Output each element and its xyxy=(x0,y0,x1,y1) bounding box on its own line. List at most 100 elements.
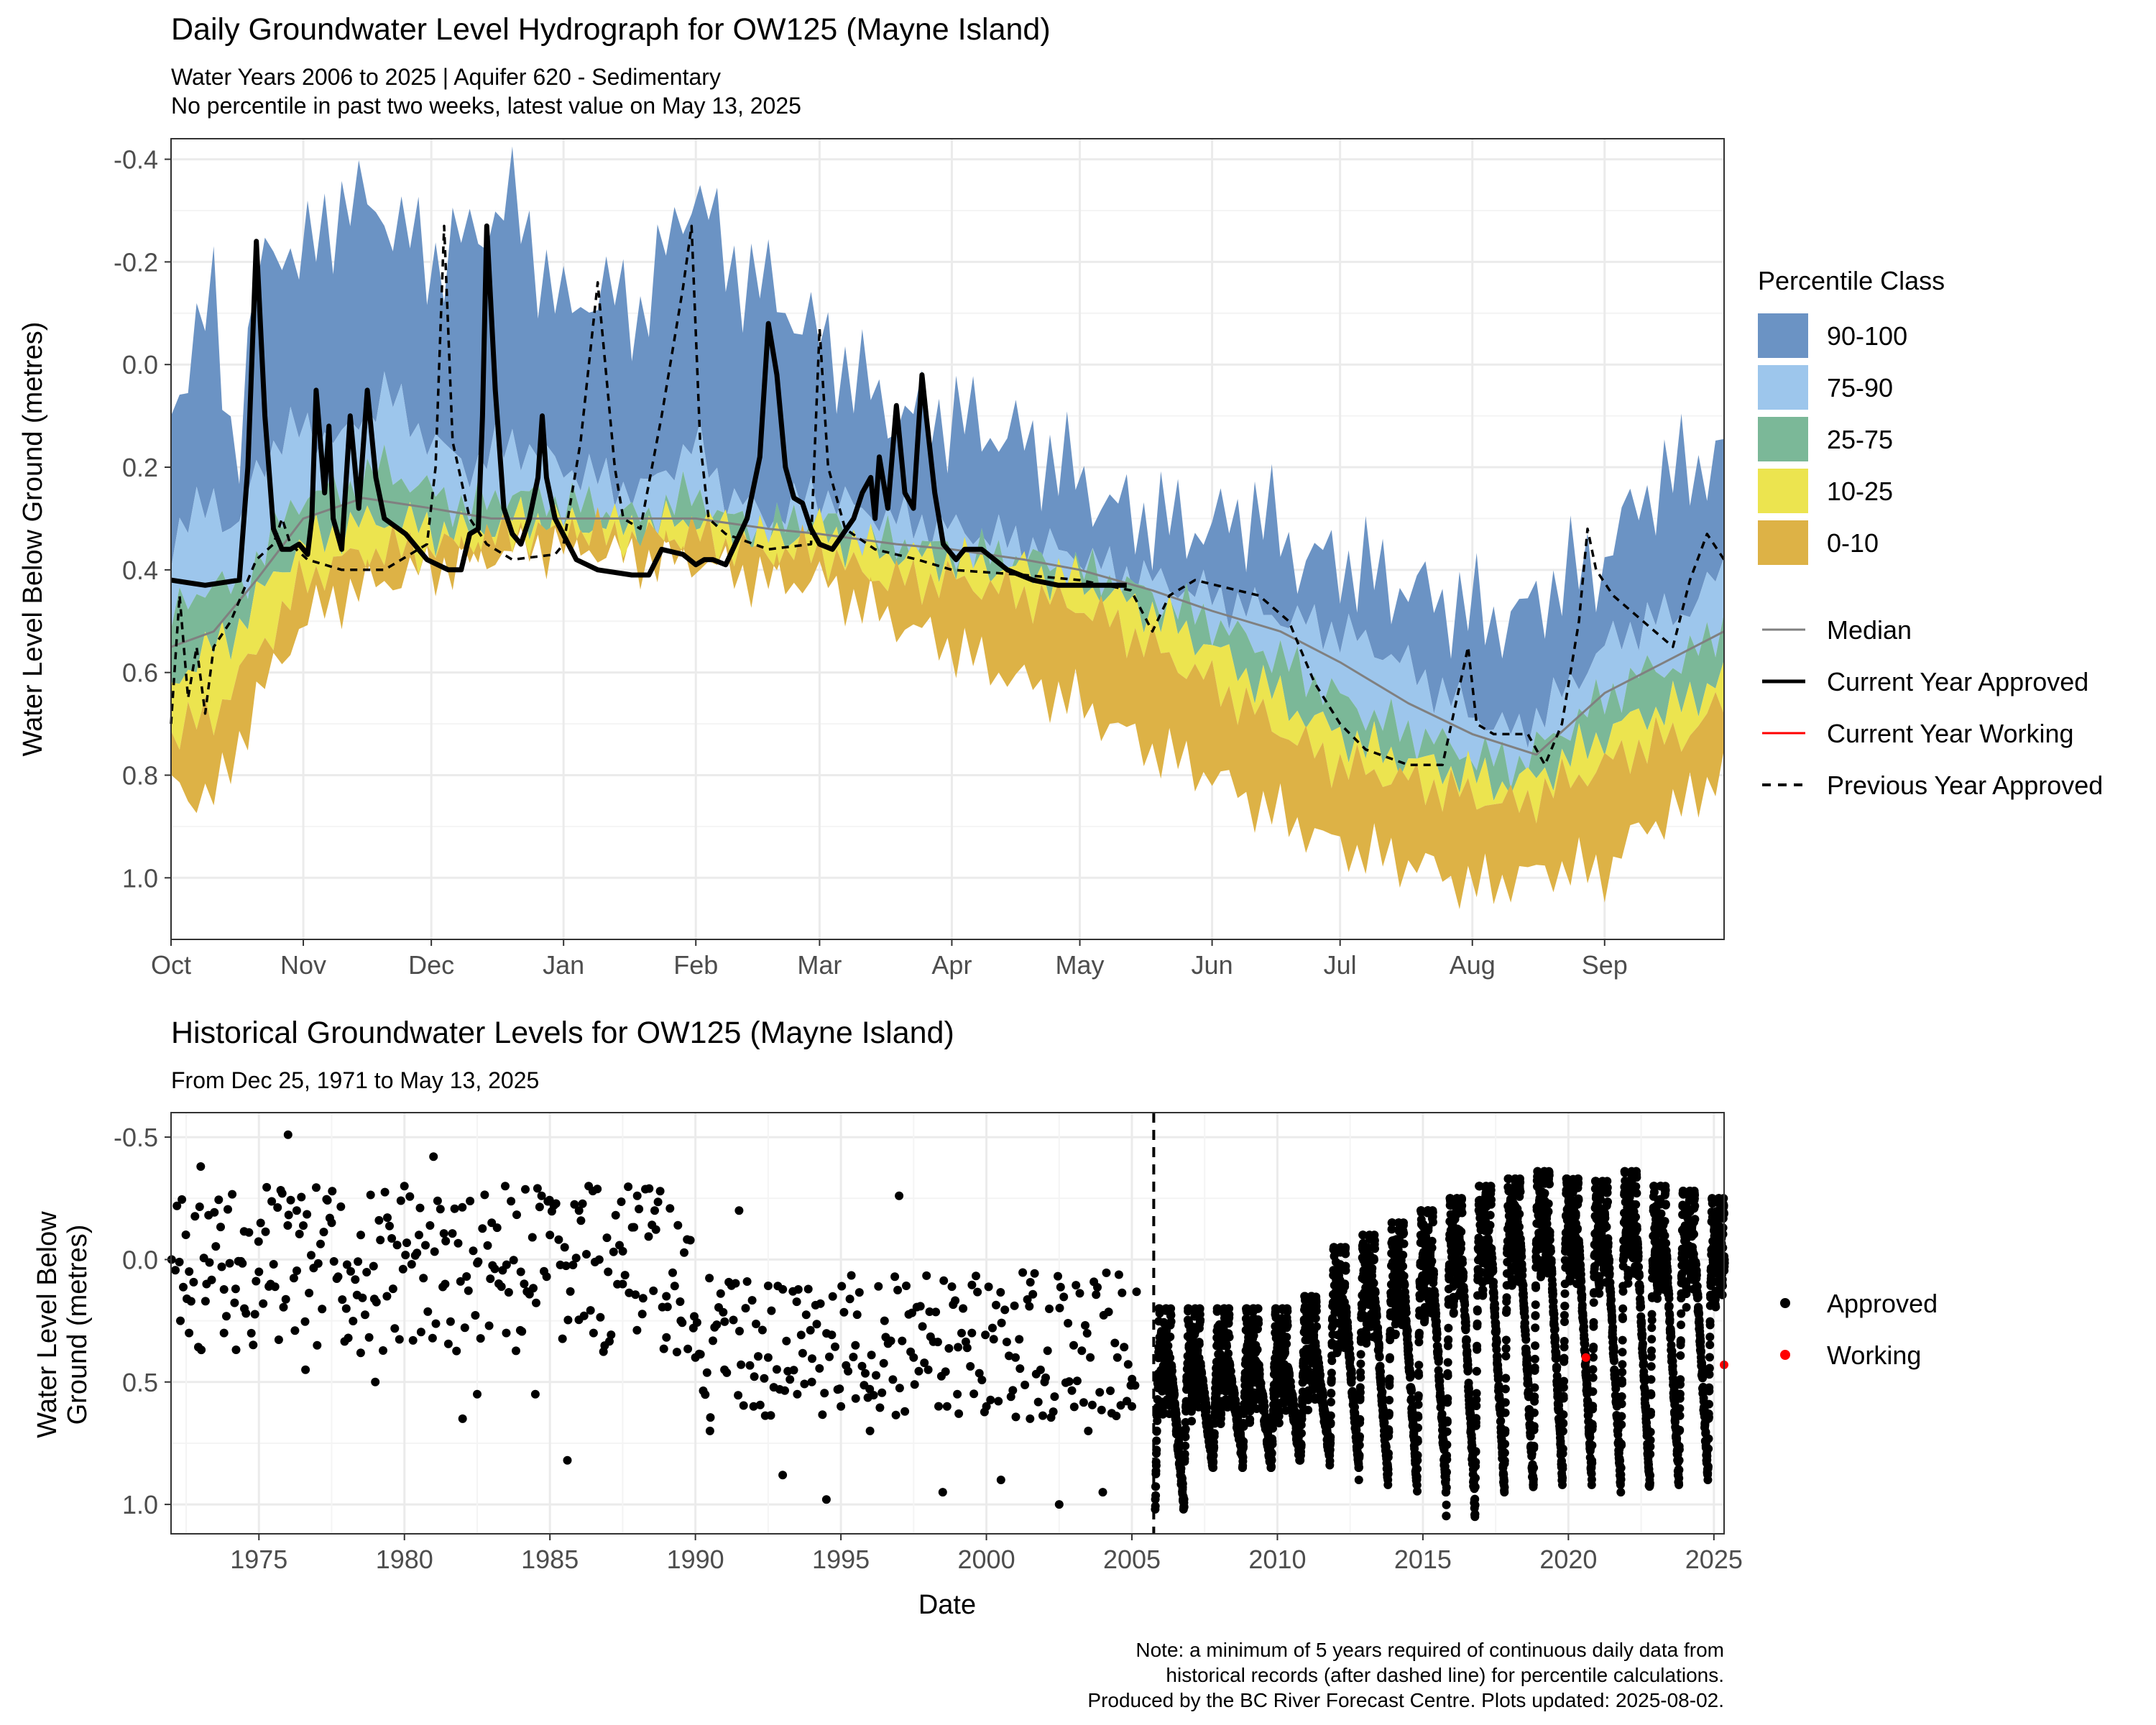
approved-point xyxy=(578,1199,587,1208)
approved-point xyxy=(839,1307,849,1317)
approved-point xyxy=(1341,1266,1350,1275)
approved-point xyxy=(649,1286,658,1295)
approved-point xyxy=(1282,1333,1291,1342)
approved-point xyxy=(1501,1384,1510,1394)
approved-point xyxy=(1067,1386,1077,1395)
approved-point xyxy=(807,1377,816,1386)
approved-point xyxy=(1435,1376,1445,1386)
approved-point xyxy=(216,1223,225,1232)
approved-point xyxy=(1442,1440,1452,1450)
approved-point xyxy=(1472,1395,1481,1404)
approved-point xyxy=(1616,1475,1626,1484)
approved-point xyxy=(264,1282,274,1291)
approved-point xyxy=(890,1272,900,1282)
approved-point xyxy=(1531,1300,1540,1310)
approved-point xyxy=(1427,1243,1437,1253)
approved-point xyxy=(1434,1347,1443,1356)
approved-point xyxy=(366,1190,375,1200)
approved-point xyxy=(893,1285,903,1294)
approved-point xyxy=(1530,1363,1539,1372)
approved-point xyxy=(205,1258,214,1267)
band-75-90 xyxy=(171,371,1724,789)
top-x-axis: Oct Nov Dec Jan Feb Mar Apr May Jun Jul Aug Sep xyxy=(151,939,1628,980)
approved-point xyxy=(1437,1409,1447,1419)
approved-point xyxy=(782,1336,791,1346)
approved-point xyxy=(376,1236,385,1245)
approved-point xyxy=(274,1335,283,1344)
approved-point xyxy=(662,1292,671,1301)
approved-point xyxy=(1260,1402,1269,1411)
approved-point xyxy=(560,1243,569,1252)
approved-point xyxy=(1588,1422,1597,1431)
approved-point xyxy=(433,1196,442,1205)
approved-point xyxy=(1082,1329,1092,1338)
approved-point xyxy=(1467,1434,1476,1443)
approved-point xyxy=(1463,1366,1473,1375)
approved-point xyxy=(349,1317,358,1325)
approved-point xyxy=(1168,1366,1176,1376)
approved-point xyxy=(939,1276,949,1285)
approved-point xyxy=(1064,1377,1074,1386)
approved-point xyxy=(1015,1335,1024,1344)
approved-point xyxy=(796,1330,806,1340)
band-90-100 xyxy=(171,146,1724,749)
approved-point xyxy=(478,1224,487,1233)
approved-point xyxy=(1544,1199,1553,1208)
approved-point xyxy=(1370,1244,1379,1254)
approved-point xyxy=(1297,1414,1307,1424)
approved-point xyxy=(1179,1502,1189,1512)
approved-point xyxy=(1501,1440,1510,1448)
approved-point xyxy=(1112,1412,1121,1420)
approved-point xyxy=(398,1264,407,1274)
approved-point xyxy=(566,1287,575,1296)
top-y-tick-label: 0.8 xyxy=(122,760,158,790)
top-chart-subtitle-1: Water Years 2006 to 2025 | Aquifer 620 -… xyxy=(171,64,721,90)
approved-point xyxy=(1028,1289,1038,1299)
top-chart-title: Daily Groundwater Level Hydrograph for O… xyxy=(171,12,1051,47)
approved-point xyxy=(176,1316,185,1325)
approved-point xyxy=(1571,1210,1580,1220)
approved-point xyxy=(267,1197,277,1206)
approved-point xyxy=(1412,1472,1422,1481)
approved-point xyxy=(624,1182,633,1192)
approved-point xyxy=(1388,1218,1397,1228)
approved-point xyxy=(1520,1312,1529,1322)
approved-point xyxy=(1340,1279,1350,1289)
approved-point xyxy=(1491,1318,1501,1328)
approved-point xyxy=(1446,1201,1455,1210)
approved-point xyxy=(1429,1269,1438,1279)
legend-label: 75-90 xyxy=(1827,373,1893,402)
approved-point xyxy=(1414,1361,1424,1370)
approved-point xyxy=(1406,1394,1416,1404)
approved-point xyxy=(1472,1389,1481,1398)
approved-point xyxy=(1515,1210,1524,1218)
approved-point xyxy=(490,1264,499,1274)
approved-point xyxy=(780,1386,789,1395)
approved-point xyxy=(1116,1401,1125,1410)
approved-point xyxy=(967,1328,977,1338)
approved-point xyxy=(299,1221,308,1230)
top-y-tick-label: 0.2 xyxy=(122,453,158,482)
approved-point xyxy=(1043,1346,1052,1356)
approved-point xyxy=(602,1233,612,1243)
approved-point xyxy=(1319,1392,1327,1401)
approved-point xyxy=(228,1190,237,1199)
approved-point xyxy=(1492,1337,1501,1346)
approved-point xyxy=(1589,1343,1598,1351)
approved-point xyxy=(1458,1259,1467,1268)
approved-point xyxy=(1312,1306,1321,1315)
approved-point xyxy=(1297,1429,1306,1438)
approved-point xyxy=(828,1292,837,1301)
approved-point xyxy=(401,1251,410,1260)
approved-point xyxy=(620,1271,630,1280)
approved-point xyxy=(1645,1478,1654,1488)
approved-point xyxy=(1637,1319,1646,1328)
approved-point xyxy=(582,1250,591,1259)
approved-point xyxy=(361,1310,369,1320)
approved-point xyxy=(1414,1423,1422,1432)
approved-point xyxy=(1326,1411,1335,1420)
approved-point xyxy=(456,1276,465,1286)
top-plot: -0.4-0.20.00.20.40.60.81.0 Oct Nov Dec Jan F… xyxy=(18,138,1726,980)
